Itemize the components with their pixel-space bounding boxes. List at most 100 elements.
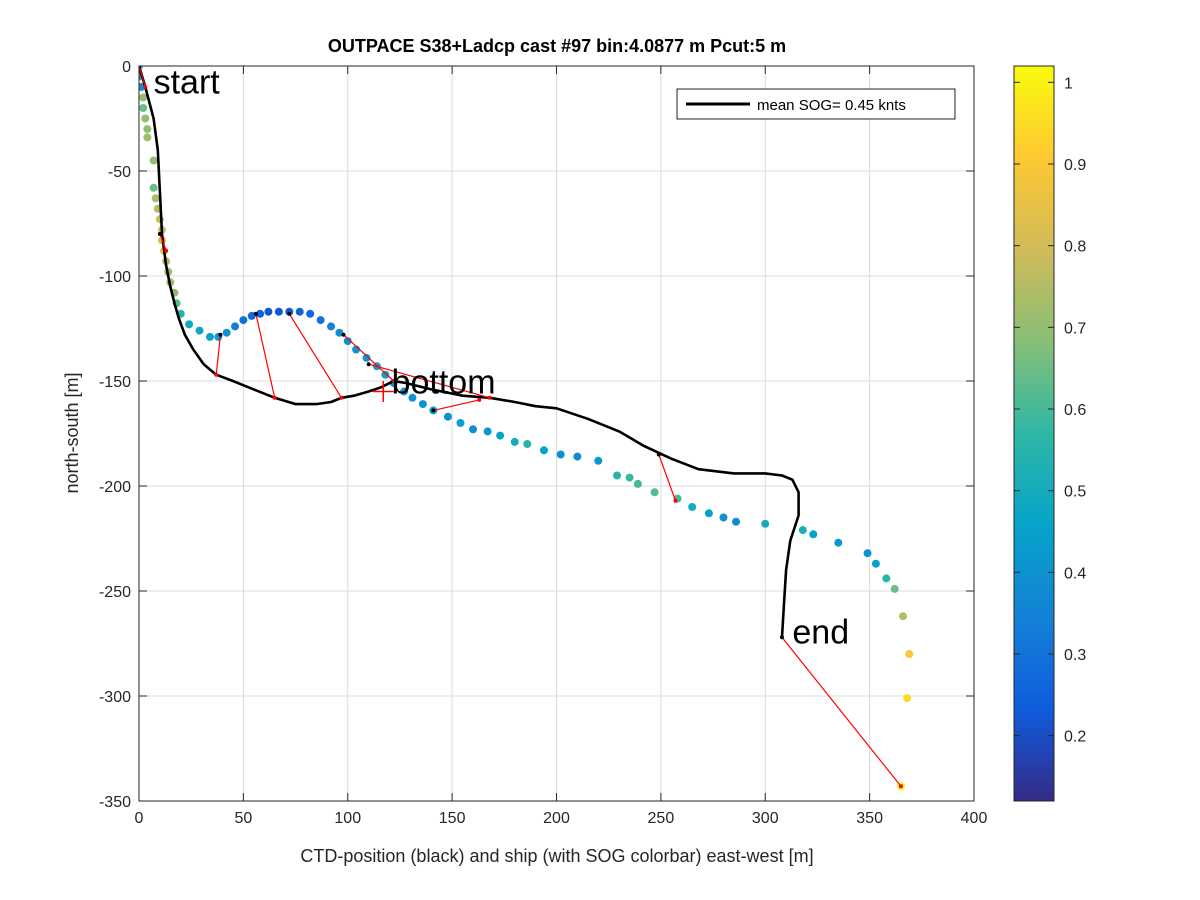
ship-sog-point [408, 393, 417, 402]
ship-sog-point [185, 320, 194, 329]
ship-sog-point [285, 307, 294, 316]
connector-endpoint [366, 362, 371, 367]
ship-sog-point [295, 307, 304, 316]
y-tick-label: -200 [99, 479, 131, 496]
ship-sog-point [381, 370, 390, 379]
x-tick-label: 50 [234, 810, 252, 827]
legend-entry: mean SOG= 0.45 knts [757, 97, 906, 114]
ship-sog-point [139, 93, 148, 102]
ship-sog-point [274, 307, 283, 316]
y-tick-label: 0 [122, 59, 131, 76]
ship-sog-point [195, 326, 204, 335]
colorbar-tick-label: 0.6 [1064, 402, 1086, 419]
x-axis-label: CTD-position (black) and ship (with SOG … [300, 846, 813, 866]
connector-endpoint [272, 395, 277, 400]
ship-sog-point [205, 332, 214, 341]
ship-sog-point [469, 425, 477, 434]
ship-ctd-connector [288, 313, 342, 399]
x-tick-label: 0 [135, 810, 144, 827]
ship-sog-point [625, 473, 634, 482]
ship-sog-point [732, 517, 741, 526]
connector-endpoint [656, 452, 661, 457]
ship-sog-point [141, 114, 150, 123]
ship-sog-point [400, 387, 409, 396]
ship-sog-point [306, 309, 315, 318]
ship-sog-point [834, 538, 843, 547]
ship-sog-point [890, 584, 899, 593]
x-tick-label: 400 [961, 810, 988, 827]
ship-sog-point [905, 650, 914, 658]
x-tick-label: 250 [648, 810, 675, 827]
chart-title: OUTPACE S38+Ladcp cast #97 bin:4.0877 m … [328, 36, 786, 56]
connector-endpoint [164, 248, 169, 253]
ship-sog-point [496, 431, 505, 440]
ship-sog-point [149, 156, 158, 165]
legend: mean SOG= 0.45 knts [676, 88, 956, 120]
ship-ctd-connector [368, 363, 490, 399]
ship-sog-point [594, 456, 603, 465]
connector-endpoint [487, 395, 492, 400]
connector-endpoint [898, 784, 903, 789]
ship-sog-point [316, 316, 325, 325]
colorbar-tick-label: 0.5 [1064, 484, 1086, 501]
ship-sog-point [719, 513, 728, 522]
ship-sog-point [149, 183, 158, 192]
ship-sog-point [327, 322, 336, 331]
ship-sog-point [362, 353, 371, 362]
ship-sog-point [256, 309, 265, 318]
colorbar-tick-label: 0.3 [1064, 647, 1086, 664]
ship-sog-point [335, 328, 344, 337]
ship-sog-point [556, 450, 565, 459]
ship-sog-point [143, 125, 152, 133]
connector-endpoint [214, 372, 219, 377]
ship-sog-point [443, 412, 452, 421]
ship-sog-point [882, 574, 891, 583]
ship-sog-point [573, 452, 582, 461]
annotations: start bottom end [154, 63, 850, 651]
ship-sog-point [798, 526, 807, 535]
y-axis-label: north-south [m] [62, 372, 82, 493]
x-tick-label: 200 [543, 810, 570, 827]
connector-endpoint [253, 311, 258, 316]
connector-endpoint [477, 397, 482, 402]
ship-sog-point [863, 549, 872, 558]
y-tick-label: -50 [108, 164, 131, 181]
ship-sog-point [899, 612, 908, 621]
colorbar-tick-label: 0.4 [1064, 565, 1086, 582]
ship-sog-point [247, 311, 256, 320]
colorbar-tick-label: 0.2 [1064, 729, 1086, 746]
ship-sog-point [231, 322, 240, 331]
ship-sog-point [613, 471, 622, 480]
y-tick-label: -150 [99, 374, 131, 391]
ship-ctd-connector [781, 636, 902, 787]
ship-sog-point [343, 337, 352, 346]
ship-sog-point [151, 194, 160, 203]
ship-ctd-connector [658, 454, 677, 501]
ship-sog-point [456, 419, 465, 427]
ship-sog-point [418, 400, 427, 409]
connector-endpoint [157, 232, 162, 236]
annotation-start: start [154, 63, 221, 101]
annotation-bottom: bottom [392, 364, 496, 402]
annotation-end: end [792, 614, 849, 652]
colorbar-gradient [1013, 65, 1055, 802]
connector-endpoint [143, 85, 148, 89]
connector-endpoint [287, 311, 292, 316]
ship-sog-point [222, 328, 231, 337]
ship-sog-point [264, 307, 273, 316]
x-tick-label: 350 [856, 810, 883, 827]
connector-endpoint [673, 498, 678, 503]
ship-ctd-connector [215, 334, 222, 375]
data-layer [139, 66, 914, 791]
y-tick-label: -300 [99, 689, 131, 706]
ship-ctd-connector [139, 66, 146, 88]
ship-sog-point [650, 488, 659, 497]
colorbar-tick-label: 0.8 [1064, 239, 1086, 256]
x-tick-label: 300 [752, 810, 779, 827]
connector-endpoint [779, 635, 784, 640]
grid [139, 66, 974, 801]
ship-sog-point [809, 530, 818, 539]
x-tick-label: 150 [439, 810, 466, 827]
ship-ctd-connector [433, 399, 480, 411]
